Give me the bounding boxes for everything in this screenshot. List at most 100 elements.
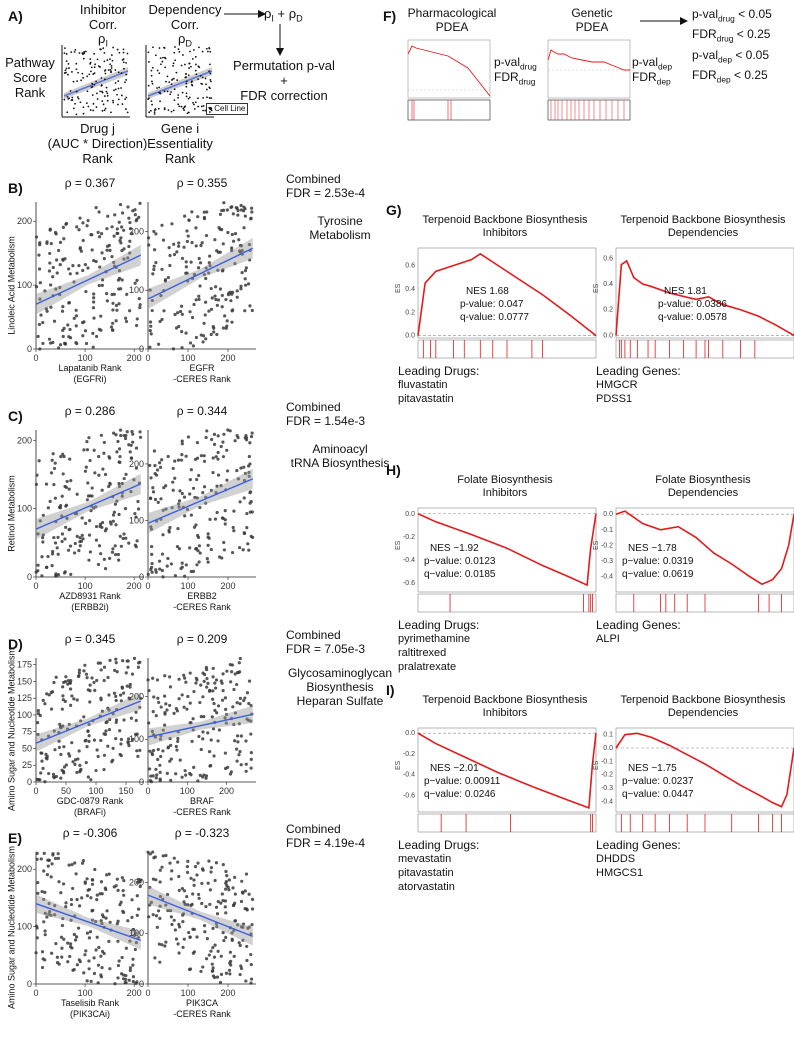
y-tick-label: 0.0 (405, 511, 415, 518)
data-point (182, 937, 186, 941)
data-point (221, 440, 225, 444)
data-point (72, 932, 76, 937)
data-point (135, 894, 139, 898)
data-point (204, 337, 208, 341)
data-point (204, 266, 208, 270)
schematic-point (96, 58, 99, 61)
data-point (126, 665, 130, 669)
data-point (147, 915, 151, 919)
data-point (171, 480, 175, 484)
y-tick-label: 0.0 (405, 333, 415, 340)
panel-letter: I) (386, 682, 395, 698)
data-point (85, 440, 89, 444)
x-tick-label: 100 (78, 581, 93, 591)
schematic-point (194, 101, 197, 104)
nes-value: NES −1.92 (430, 543, 479, 555)
schematic-point (90, 66, 93, 69)
data-point (210, 437, 214, 442)
schematic-point (193, 103, 195, 106)
data-point (237, 249, 242, 253)
data-point (159, 293, 163, 298)
data-point (92, 738, 97, 742)
data-point (45, 754, 49, 759)
data-point (99, 668, 103, 672)
data-point (133, 208, 137, 212)
data-point (213, 878, 217, 883)
data-point (196, 215, 200, 219)
schematic-point (121, 59, 124, 61)
data-point (237, 753, 241, 757)
data-point (228, 972, 232, 976)
data-point (221, 672, 225, 676)
data-point (54, 941, 58, 946)
data-point (154, 776, 158, 780)
gsea-title: Folate Biosynthesis Dependencies (655, 474, 751, 499)
schematic-point (109, 69, 112, 71)
schematic-point (210, 80, 212, 83)
data-point (87, 533, 92, 537)
schematic-point (174, 46, 176, 48)
data-point (77, 674, 81, 678)
data-point (211, 689, 215, 693)
data-point (131, 979, 135, 984)
schematic-point (124, 98, 127, 101)
data-point (207, 859, 211, 863)
es-curve (417, 732, 597, 809)
data-point (66, 941, 70, 945)
data-point (75, 342, 79, 346)
schematic-point (182, 54, 184, 56)
data-point (177, 244, 181, 248)
data-point (115, 450, 119, 454)
data-point (231, 886, 235, 890)
data-point (134, 466, 139, 470)
data-point (148, 779, 152, 783)
y-tick-label: -0.4 (601, 573, 613, 580)
data-point (87, 887, 92, 892)
data-point (60, 707, 64, 711)
data-point (230, 249, 234, 253)
es-curve (417, 252, 597, 337)
data-point (92, 971, 97, 976)
data-point (212, 326, 216, 330)
fdr-dep: FDRdep (632, 70, 671, 87)
data-point (201, 965, 205, 969)
data-point (104, 292, 109, 296)
data-point (219, 444, 223, 449)
data-point (69, 942, 73, 946)
data-point (109, 522, 113, 526)
data-point (221, 863, 225, 867)
data-point (85, 877, 89, 881)
schematic-point (110, 70, 112, 73)
data-point (39, 313, 43, 317)
data-point (185, 507, 190, 512)
schematic-point (68, 97, 71, 100)
schematic-point (167, 109, 170, 112)
data-point (86, 218, 90, 223)
data-point (209, 547, 213, 552)
data-point (221, 516, 225, 520)
data-point (107, 455, 111, 459)
data-point (211, 966, 215, 970)
data-point (176, 942, 180, 946)
schematic-point (205, 47, 208, 50)
data-point (79, 249, 83, 253)
y-tick-label: -0.2 (403, 751, 415, 758)
data-point (48, 499, 52, 503)
data-point (137, 297, 141, 301)
data-point (186, 234, 190, 238)
schematic-point (72, 107, 75, 110)
data-point (49, 875, 53, 879)
data-point (232, 722, 236, 727)
data-point (90, 248, 94, 252)
data-point (46, 734, 51, 738)
y-tick-label: 175 (17, 660, 32, 670)
data-point (92, 448, 96, 452)
data-point (147, 721, 151, 725)
dependency-header: Dependency Corr. (148, 2, 222, 32)
schematic-point (74, 48, 77, 51)
data-point (112, 691, 117, 695)
data-point (177, 888, 181, 892)
schematic-point (122, 61, 125, 64)
data-point (72, 551, 77, 555)
data-point (115, 670, 119, 674)
